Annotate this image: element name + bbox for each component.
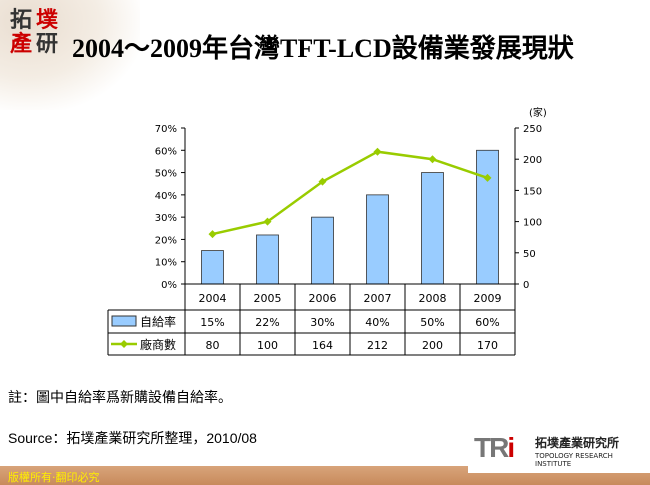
- left-tick-label: 50%: [155, 169, 177, 180]
- line-value-label: 80: [206, 339, 220, 352]
- left-tick-label: 20%: [155, 235, 177, 246]
- page-title: 2004～2009年台灣TFT-LCD設備業發展現狀: [72, 34, 574, 63]
- left-tick-label: 0%: [161, 280, 177, 291]
- line-value-label: 200: [422, 339, 443, 352]
- right-tick-label: 150: [523, 186, 542, 197]
- bar-value-label: 50%: [420, 316, 444, 329]
- line-value-label: 164: [312, 339, 333, 352]
- point-2006: [318, 177, 327, 186]
- copyright-text: 版權所有‧翻印必究: [8, 471, 100, 484]
- legend-line-label: 廠商數: [140, 337, 176, 352]
- line-series: [212, 150, 488, 236]
- left-tick-label: 70%: [155, 124, 177, 135]
- bar-2005: [256, 234, 279, 285]
- bar-2008: [421, 172, 444, 285]
- footer-logo-box: [468, 427, 650, 473]
- bar-2007: [366, 194, 389, 285]
- legend-bar-swatch: [111, 315, 137, 327]
- right-tick-label: 100: [523, 218, 542, 229]
- right-tick-label: 250: [523, 124, 542, 135]
- bar-2009: [476, 149, 499, 285]
- right-axis-unit: (家): [529, 106, 547, 119]
- bar-2006: [311, 216, 334, 285]
- right-tick-label: 0: [523, 280, 529, 291]
- point-2007: [373, 147, 382, 156]
- category-label: 2005: [254, 292, 282, 305]
- right-tick-label: 50: [523, 249, 536, 260]
- left-tick-label: 60%: [155, 146, 177, 157]
- point-2008: [428, 155, 437, 164]
- logo: 拓墣產研: [9, 7, 58, 57]
- left-tick-label: 40%: [155, 191, 177, 202]
- category-label: 2004: [199, 292, 227, 305]
- line-value-label: 170: [477, 339, 498, 352]
- point-2009: [483, 173, 492, 182]
- chart-note: 註：圖中自給率爲新購設備自給率。: [8, 390, 232, 406]
- point-2005: [263, 217, 272, 226]
- bar-value-label: 30%: [310, 316, 334, 329]
- org-name-en: TOPOLOGY RESEARCH INSTITUTE: [535, 452, 613, 468]
- legend-line-marker: [120, 340, 128, 348]
- category-label: 2007: [364, 292, 392, 305]
- category-label: 2008: [419, 292, 447, 305]
- background-decoration: [0, 0, 140, 110]
- source-text: Source：拓墣產業研究所整理，2010/08: [8, 430, 257, 446]
- bar-value-label: 22%: [255, 316, 279, 329]
- org-name-cn: 拓墣產業研究所: [535, 436, 620, 450]
- line-value-label: 100: [257, 339, 278, 352]
- line-value-label: 212: [367, 339, 388, 352]
- category-label: 2009: [474, 292, 502, 305]
- category-label: 2006: [309, 292, 337, 305]
- bar-2004: [201, 250, 224, 285]
- left-tick-label: 10%: [155, 258, 177, 269]
- tri-logo: TRi: [474, 432, 515, 463]
- point-2004: [208, 230, 217, 239]
- bar-value-label: 40%: [365, 316, 389, 329]
- legend-bar-label: 自給率: [140, 314, 176, 329]
- bar-value-label: 60%: [475, 316, 499, 329]
- left-tick-label: 30%: [155, 213, 177, 224]
- bar-value-label: 15%: [200, 316, 224, 329]
- right-tick-label: 200: [523, 155, 542, 166]
